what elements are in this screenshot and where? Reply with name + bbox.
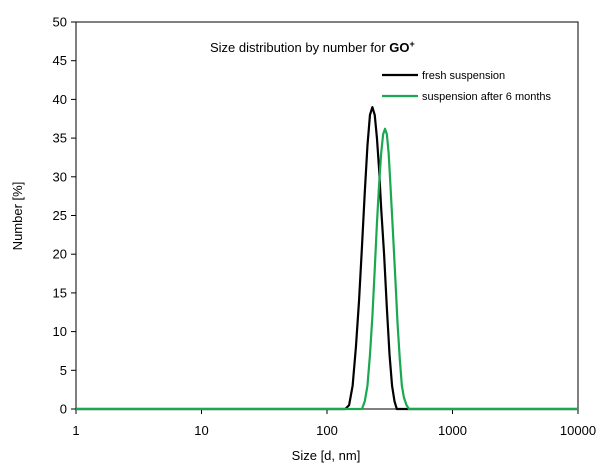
y-tick-label-45: 45 bbox=[53, 53, 67, 68]
x-tick-label-10: 10 bbox=[194, 423, 208, 438]
x-tick-label-10000: 10000 bbox=[560, 423, 596, 438]
y-tick-label-30: 30 bbox=[53, 169, 67, 184]
x-tick-label-1000: 1000 bbox=[438, 423, 467, 438]
chart-title-text: Size distribution by number for bbox=[210, 40, 389, 55]
x-tick-label-1: 1 bbox=[72, 423, 79, 438]
x-tick-label-100: 100 bbox=[316, 423, 338, 438]
chart-title-bold: GO bbox=[389, 40, 409, 55]
y-tick-label-50: 50 bbox=[53, 15, 67, 30]
y-tick-label-10: 10 bbox=[53, 324, 67, 339]
y-tick-label-40: 40 bbox=[53, 92, 67, 107]
series-line-suspension-after-6-months bbox=[76, 127, 578, 411]
y-tick-label-25: 25 bbox=[53, 208, 67, 223]
chart-title-superscript: + bbox=[409, 39, 414, 49]
y-tick-label-15: 15 bbox=[53, 285, 67, 300]
x-axis-label: Size [d, nm] bbox=[292, 448, 361, 463]
y-tick-label-0: 0 bbox=[60, 402, 67, 417]
y-tick-label-20: 20 bbox=[53, 247, 67, 262]
y-axis-label: Number [%] bbox=[10, 182, 25, 251]
y-tick-label-35: 35 bbox=[53, 131, 67, 146]
legend: fresh suspension suspension after 6 mont… bbox=[382, 70, 552, 103]
series-line-fresh-suspension bbox=[76, 106, 578, 411]
legend-label-suspension-after-6-months: suspension after 6 months bbox=[422, 91, 552, 103]
y-tick-label-5: 5 bbox=[60, 363, 67, 378]
legend-label-fresh-suspension: fresh suspension bbox=[422, 70, 505, 82]
chart-title: Size distribution by number for GO+ bbox=[210, 39, 415, 55]
